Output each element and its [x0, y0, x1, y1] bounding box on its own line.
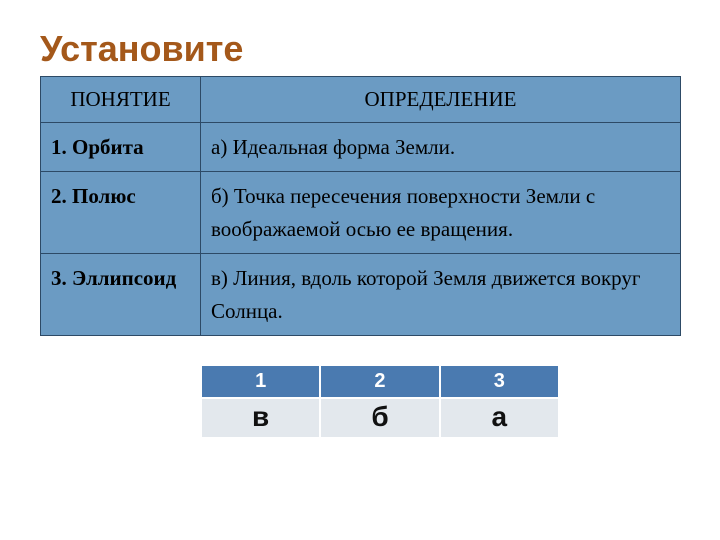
term-cell: 3. Эллипсоид [41, 254, 201, 336]
answer-value-cell: в [201, 398, 320, 438]
table-row: 1. Орбита а) Идеальная форма Земли. [41, 122, 681, 172]
answer-table: 1 2 3 в б а [200, 364, 560, 439]
answer-value-row: в б а [201, 398, 559, 438]
definition-cell: а) Идеальная форма Земли. [201, 122, 681, 172]
table-row: 2. Полюс б) Точка пересечения поверхност… [41, 172, 681, 254]
definition-cell: в) Линия, вдоль которой Земля движется в… [201, 254, 681, 336]
definitions-table: ПОНЯТИЕ ОПРЕДЕЛЕНИЕ 1. Орбита а) Идеальн… [40, 76, 681, 336]
table-row: 3. Эллипсоид в) Линия, вдоль которой Зем… [41, 254, 681, 336]
page-title: Установите [40, 28, 680, 70]
answer-header-cell: 1 [201, 365, 320, 398]
answer-value-cell: б [320, 398, 439, 438]
answer-value-cell: а [440, 398, 559, 438]
table-header-row: ПОНЯТИЕ ОПРЕДЕЛЕНИЕ [41, 77, 681, 123]
term-cell: 1. Орбита [41, 122, 201, 172]
term-cell: 2. Полюс [41, 172, 201, 254]
answer-header-cell: 2 [320, 365, 439, 398]
answer-header-row: 1 2 3 [201, 365, 559, 398]
answer-header-cell: 3 [440, 365, 559, 398]
column-header-definition: ОПРЕДЕЛЕНИЕ [201, 77, 681, 123]
column-header-term: ПОНЯТИЕ [41, 77, 201, 123]
definition-cell: б) Точка пересечения поверхности Земли с… [201, 172, 681, 254]
